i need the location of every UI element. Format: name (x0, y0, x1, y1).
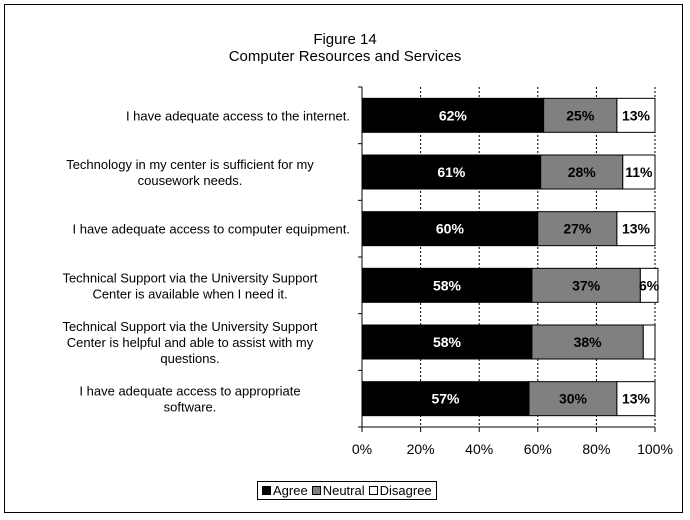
x-tick-label: 60% (524, 441, 552, 457)
category-label: questions. (160, 351, 219, 366)
legend-label-agree: Agree (273, 483, 308, 498)
bar-disagree (639, 267, 659, 303)
legend-item-agree: Agree (262, 483, 308, 498)
legend-item-disagree: Disagree (368, 483, 432, 498)
data-label: 27% (563, 221, 592, 237)
category-label: Technical Support via the University Sup… (62, 270, 317, 285)
category-label: Center is available when I need it. (92, 286, 287, 301)
data-label: 30% (559, 391, 588, 407)
data-label: 60% (436, 221, 465, 237)
category-label: cousework needs. (138, 173, 243, 188)
legend-item-neutral: Neutral (311, 483, 365, 498)
data-label: 37% (572, 277, 601, 293)
category-label: I have adequate access to appropriate (79, 384, 300, 399)
legend: Agree Neutral Disagree (257, 481, 437, 500)
legend-swatch-neutral (311, 486, 321, 495)
legend-swatch-disagree (368, 486, 378, 495)
category-label: Technology in my center is sufficient fo… (66, 157, 314, 172)
bar-agree (361, 154, 542, 190)
data-label: 62% (439, 107, 468, 123)
data-label: 58% (433, 277, 462, 293)
chart-frame (4, 4, 683, 513)
bar-neutral (540, 154, 624, 190)
bar-neutral (543, 97, 618, 133)
x-tick-label: 0% (352, 441, 372, 457)
legend-label-disagree: Disagree (379, 483, 432, 498)
data-label: 25% (566, 107, 595, 123)
legend-swatch-agree (262, 486, 271, 495)
bar-neutral (528, 381, 618, 417)
chart-title-line: Figure 14 (313, 31, 376, 48)
data-label: 13% (622, 221, 651, 237)
bar-neutral (537, 211, 618, 247)
data-label: 13% (622, 391, 651, 407)
category-label: Center is helpful and able to assist wit… (67, 335, 314, 350)
bar-neutral (531, 324, 644, 360)
category-label: I have adequate access to the internet. (126, 108, 350, 123)
bar-agree (361, 267, 533, 303)
data-label: 57% (431, 391, 460, 407)
x-tick-label: 80% (582, 441, 610, 457)
bar-agree (361, 324, 533, 360)
data-label: 28% (568, 164, 597, 180)
chart-title-line: Computer Resources and Services (229, 48, 462, 65)
data-label: 11% (625, 164, 653, 180)
bar-agree (361, 211, 539, 247)
data-label: 38% (574, 334, 603, 350)
category-label: Technical Support via the University Sup… (62, 319, 317, 334)
data-label: 6% (639, 277, 660, 293)
bar-disagree (616, 381, 656, 417)
category-label: software. (164, 400, 217, 415)
bar-disagree (642, 324, 656, 360)
bar-disagree (616, 97, 656, 133)
category-label: I have adequate access to computer equip… (72, 222, 350, 237)
data-label: 13% (622, 107, 651, 123)
bar-disagree (622, 154, 656, 190)
x-tick-label: 40% (465, 441, 493, 457)
bar-neutral (531, 267, 641, 303)
x-tick-label: 100% (637, 441, 673, 457)
data-label: 58% (433, 334, 462, 350)
x-tick-label: 20% (407, 441, 435, 457)
legend-label-neutral: Neutral (322, 483, 365, 498)
bar-disagree (616, 211, 656, 247)
data-label: 61% (437, 164, 466, 180)
